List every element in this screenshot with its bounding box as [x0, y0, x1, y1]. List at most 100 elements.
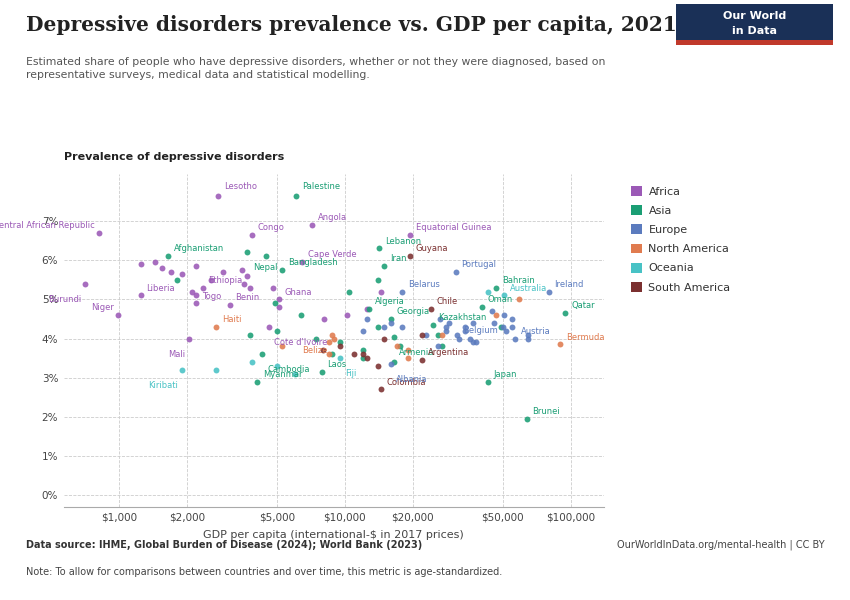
- X-axis label: GDP per capita (international-$ in 2017 prices): GDP per capita (international-$ in 2017 …: [203, 529, 464, 539]
- Point: [432, 341, 445, 351]
- Point: [155, 263, 168, 273]
- Point: [327, 334, 341, 343]
- Point: [377, 261, 391, 271]
- Point: [294, 310, 308, 320]
- Point: [475, 302, 489, 312]
- Point: [217, 267, 230, 277]
- Point: [288, 369, 302, 379]
- Point: [401, 353, 415, 363]
- Point: [490, 310, 503, 320]
- Text: in Data: in Data: [732, 26, 777, 36]
- Point: [270, 361, 284, 371]
- Point: [494, 322, 507, 332]
- Text: Angola: Angola: [318, 213, 347, 222]
- Point: [404, 251, 417, 261]
- Text: Mali: Mali: [168, 350, 185, 359]
- Point: [149, 257, 162, 267]
- Text: Argentina: Argentina: [428, 349, 469, 358]
- Point: [466, 318, 479, 328]
- Text: Togo: Togo: [201, 292, 221, 301]
- Point: [481, 377, 495, 386]
- Point: [356, 353, 370, 363]
- Point: [481, 287, 495, 296]
- Point: [356, 346, 370, 355]
- Point: [289, 191, 303, 200]
- Point: [415, 355, 428, 365]
- Point: [170, 275, 184, 284]
- Text: Kazakhstan: Kazakhstan: [438, 313, 486, 322]
- Text: Our World: Our World: [722, 11, 786, 20]
- Point: [78, 279, 92, 289]
- Text: Cambodia: Cambodia: [268, 365, 310, 374]
- Text: Haiti: Haiti: [222, 315, 241, 324]
- Point: [469, 338, 483, 347]
- Point: [415, 330, 428, 340]
- Text: Niger: Niger: [91, 303, 114, 312]
- Point: [243, 283, 257, 292]
- Point: [262, 322, 275, 332]
- Point: [439, 322, 452, 332]
- Text: Myanmar: Myanmar: [263, 370, 303, 379]
- Point: [326, 349, 339, 359]
- Text: Japan: Japan: [493, 370, 517, 379]
- Point: [223, 301, 236, 310]
- Text: Liberia: Liberia: [146, 284, 175, 293]
- Point: [541, 287, 555, 296]
- Point: [360, 304, 373, 314]
- Point: [360, 353, 373, 363]
- Point: [520, 414, 534, 424]
- Point: [458, 326, 472, 335]
- Point: [251, 377, 264, 386]
- Text: Albania: Albania: [396, 375, 428, 384]
- Point: [241, 271, 254, 281]
- Point: [322, 338, 336, 347]
- Point: [426, 320, 439, 329]
- Text: Palestine: Palestine: [302, 182, 340, 191]
- Point: [360, 314, 373, 324]
- Point: [272, 295, 286, 304]
- Point: [134, 259, 148, 269]
- Point: [333, 338, 347, 347]
- Point: [348, 349, 361, 359]
- Point: [420, 330, 434, 340]
- Point: [175, 269, 189, 278]
- Point: [432, 330, 445, 340]
- Point: [485, 307, 499, 316]
- Point: [209, 322, 223, 332]
- Point: [505, 322, 518, 332]
- Point: [372, 244, 386, 253]
- Text: Prevalence of depressive disorders: Prevalence of depressive disorders: [64, 152, 284, 163]
- Point: [314, 367, 328, 377]
- Point: [497, 290, 511, 300]
- Point: [272, 302, 286, 312]
- Point: [387, 357, 400, 367]
- Bar: [676, 40, 833, 45]
- Point: [246, 357, 259, 367]
- Text: Portugal: Portugal: [462, 260, 496, 269]
- Point: [266, 283, 280, 292]
- Point: [521, 334, 535, 343]
- Text: Belgium: Belgium: [462, 326, 497, 335]
- Text: Algeria: Algeria: [375, 298, 405, 307]
- Point: [374, 287, 388, 296]
- Point: [190, 298, 203, 308]
- Point: [434, 314, 447, 324]
- Point: [390, 341, 404, 351]
- Point: [212, 191, 225, 200]
- Point: [393, 341, 406, 351]
- Text: Chile: Chile: [436, 298, 457, 307]
- Point: [424, 304, 438, 314]
- Point: [333, 341, 347, 351]
- Text: Belarus: Belarus: [408, 280, 439, 289]
- Text: Cape Verde: Cape Verde: [308, 250, 357, 259]
- Point: [316, 346, 330, 355]
- Point: [356, 349, 370, 359]
- Point: [401, 346, 415, 355]
- Text: Belize: Belize: [303, 346, 328, 355]
- Point: [246, 230, 259, 239]
- Text: OurWorldInData.org/mental-health | CC BY: OurWorldInData.org/mental-health | CC BY: [617, 540, 824, 551]
- Point: [259, 251, 273, 261]
- Point: [377, 322, 391, 332]
- Point: [343, 287, 356, 296]
- Point: [496, 322, 509, 332]
